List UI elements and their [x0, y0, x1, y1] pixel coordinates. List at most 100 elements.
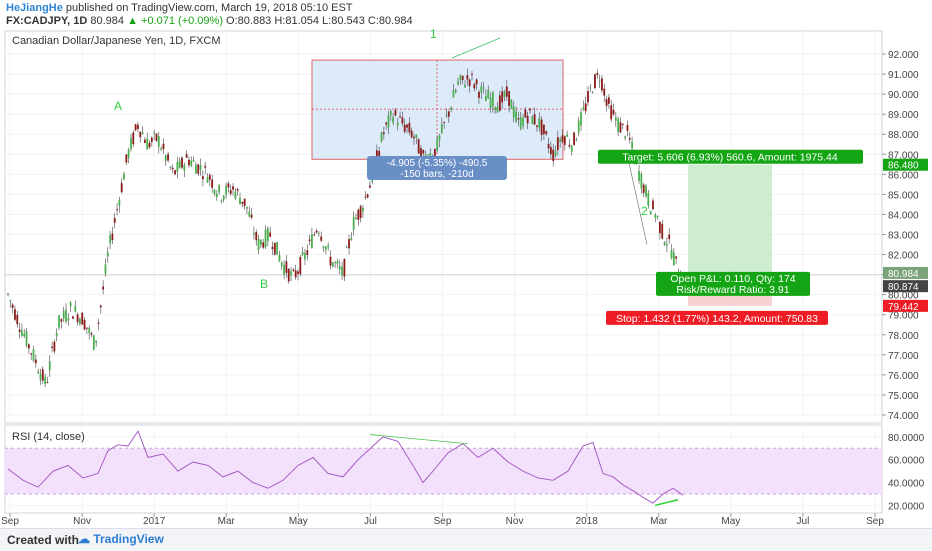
candle-body	[482, 87, 485, 89]
candle-body	[76, 314, 79, 323]
candle-body	[385, 122, 388, 125]
candle-body	[65, 309, 67, 322]
candle-body	[649, 211, 652, 215]
rsi-tick-label: 60.0000	[888, 456, 925, 467]
candle-body	[264, 229, 267, 248]
candle-body	[577, 120, 580, 133]
candle-body	[109, 235, 111, 244]
rsi-axis[interactable]: 80.0000 60.0000 40.0000 20.0000	[888, 433, 925, 513]
candle-body	[617, 118, 620, 132]
candle-body	[501, 91, 504, 103]
candle-body	[457, 81, 459, 85]
candle-body	[624, 136, 627, 139]
candle-body	[257, 238, 260, 251]
candle-body	[362, 207, 364, 212]
candle-body	[538, 118, 541, 128]
candle-body	[348, 239, 350, 249]
candle-body	[341, 266, 343, 276]
price-tick-label: 92.000	[888, 50, 919, 61]
candle-body	[614, 117, 617, 121]
price-axis[interactable]: 92.000 91.000 90.000 89.000 88.000 87.000 86.0…	[882, 50, 919, 422]
candle-body	[580, 112, 582, 126]
candle-body	[628, 138, 631, 140]
candle-body	[663, 242, 666, 245]
price-tick-label: 79.000	[888, 311, 919, 322]
candle-body	[273, 242, 276, 255]
candle-body	[41, 369, 44, 381]
tradingview-logo[interactable]: ☁ TradingView	[78, 532, 164, 546]
chart-canvas[interactable]: 1 A B 2 -4.905 (-5.35%) -490.5-150 bars, -21…	[0, 0, 932, 528]
price-change: +0.071 (+0.09%)	[141, 15, 223, 27]
candle-body	[526, 115, 529, 124]
candle-body	[285, 261, 288, 273]
wave-trendline	[451, 37, 501, 59]
candle-body	[92, 335, 95, 350]
candle-body	[471, 73, 473, 75]
candle-body	[248, 211, 251, 217]
candle-body	[626, 124, 629, 131]
candle-body	[382, 132, 385, 135]
target-price-tag: 86.480	[888, 161, 919, 172]
candle-body	[32, 349, 35, 361]
candle-body	[21, 330, 23, 337]
candle-body	[672, 252, 675, 266]
time-tick-label: 2017	[143, 516, 166, 527]
candle-body	[584, 103, 587, 112]
candle-body	[127, 149, 130, 159]
candle-body	[287, 268, 290, 282]
wave-label-b: B	[260, 277, 268, 291]
candle-body	[253, 232, 255, 235]
candle-body	[266, 228, 269, 241]
candle-body	[515, 111, 517, 122]
pnl-label-text: Open P&L: 0.110, Qty: 174	[670, 273, 795, 285]
candle-body	[46, 381, 49, 383]
candle-body	[102, 286, 105, 290]
drawings-front: 1 A B 2 -4.905 (-5.35%) -490.5-150 bars, -21…	[114, 27, 863, 325]
candle-body	[320, 236, 323, 241]
candle-body	[380, 132, 383, 142]
candle-body	[99, 305, 102, 308]
candle-body	[491, 92, 494, 107]
price-tick-label: 91.000	[888, 70, 919, 81]
created-with-text: Created with	[7, 533, 80, 547]
candle-body	[37, 371, 40, 374]
candle-body	[452, 90, 455, 98]
candle-body	[283, 264, 285, 275]
candle-body	[561, 135, 564, 142]
candle-body	[575, 139, 578, 141]
candle-body	[164, 155, 167, 161]
candle-body	[459, 74, 462, 81]
candle-body	[146, 138, 149, 150]
candle-body	[9, 300, 12, 302]
author-link[interactable]: HeJiangHe	[6, 2, 63, 14]
candle-body	[195, 164, 197, 174]
candle-body	[517, 118, 520, 120]
candle-body	[566, 134, 569, 137]
candle-body	[7, 293, 9, 295]
candle-body	[39, 373, 42, 381]
candle-body	[167, 154, 169, 161]
candle-body	[215, 193, 218, 198]
candle-body	[487, 89, 490, 99]
candle-body	[450, 107, 453, 110]
publish-info: published on TradingView.com, March 19, …	[65, 2, 353, 14]
candle-body	[645, 185, 647, 197]
candle-body	[549, 147, 552, 155]
candle-body	[519, 117, 522, 129]
footer: Created with ☁ TradingView	[0, 528, 932, 551]
candle-body	[601, 78, 603, 91]
time-axis[interactable]: Sep Nov 2017 Mar May Jul Sep Nov 2018 Mar May Jul Se…	[1, 513, 884, 527]
candle-body	[262, 242, 265, 248]
candle-body	[357, 209, 360, 220]
candle-body	[433, 148, 436, 158]
entry-price-tag-box	[883, 280, 928, 293]
rr-label-text: Risk/Reward Ratio: 3.91	[676, 284, 789, 296]
range-change-text: -4.905 (-5.35%) -490.5	[387, 158, 488, 169]
candle-body	[403, 124, 406, 132]
candle-body	[206, 177, 209, 183]
candle-body	[120, 183, 123, 193]
stop-price-tag-box	[883, 299, 928, 312]
candle-body	[603, 88, 606, 96]
candle-body	[130, 138, 132, 149]
time-tick-label: Sep	[1, 516, 19, 527]
